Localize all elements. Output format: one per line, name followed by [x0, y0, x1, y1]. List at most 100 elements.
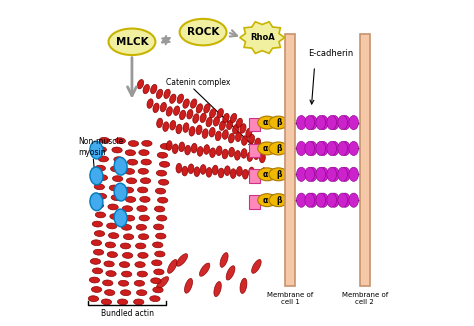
Text: Catenin complex: Catenin complex — [166, 78, 230, 87]
Ellipse shape — [266, 171, 273, 180]
Ellipse shape — [200, 263, 210, 276]
Ellipse shape — [140, 197, 150, 202]
Ellipse shape — [137, 290, 147, 296]
Text: Non-muscle
myosin: Non-muscle myosin — [79, 137, 124, 156]
Ellipse shape — [92, 268, 103, 274]
Ellipse shape — [327, 167, 337, 182]
Ellipse shape — [158, 179, 169, 185]
Ellipse shape — [90, 141, 103, 159]
Ellipse shape — [147, 99, 153, 108]
Ellipse shape — [173, 106, 180, 115]
Bar — [360, 34, 370, 286]
Ellipse shape — [135, 262, 145, 268]
Ellipse shape — [200, 113, 206, 123]
Ellipse shape — [316, 141, 326, 156]
Ellipse shape — [95, 165, 106, 171]
Ellipse shape — [120, 290, 131, 296]
Ellipse shape — [254, 150, 259, 159]
Ellipse shape — [163, 122, 169, 131]
Ellipse shape — [308, 193, 317, 207]
Ellipse shape — [98, 156, 109, 162]
Text: Membrane of
cell 2: Membrane of cell 2 — [342, 292, 388, 305]
Ellipse shape — [183, 123, 189, 132]
Ellipse shape — [327, 115, 337, 130]
Ellipse shape — [349, 167, 358, 182]
Ellipse shape — [214, 282, 221, 297]
Ellipse shape — [269, 116, 288, 129]
Ellipse shape — [108, 204, 118, 210]
Ellipse shape — [349, 193, 358, 207]
Ellipse shape — [152, 260, 162, 266]
Ellipse shape — [230, 113, 237, 123]
Ellipse shape — [97, 175, 108, 181]
Ellipse shape — [338, 115, 347, 130]
Ellipse shape — [319, 141, 328, 156]
Ellipse shape — [227, 120, 233, 130]
Ellipse shape — [136, 224, 146, 230]
Ellipse shape — [189, 126, 195, 136]
Ellipse shape — [296, 167, 306, 182]
Ellipse shape — [109, 29, 155, 55]
Ellipse shape — [155, 206, 165, 212]
Ellipse shape — [258, 116, 276, 129]
Ellipse shape — [222, 149, 228, 159]
Ellipse shape — [122, 253, 133, 258]
Text: E-cadherin: E-cadherin — [308, 49, 353, 58]
Ellipse shape — [204, 104, 210, 113]
Ellipse shape — [159, 161, 170, 167]
Ellipse shape — [90, 259, 100, 264]
Ellipse shape — [94, 230, 105, 236]
Ellipse shape — [139, 215, 149, 221]
Ellipse shape — [172, 144, 178, 154]
Ellipse shape — [153, 242, 163, 248]
Text: Bundled actin: Bundled actin — [100, 309, 154, 318]
Ellipse shape — [248, 167, 255, 177]
Ellipse shape — [107, 223, 117, 229]
Ellipse shape — [248, 134, 255, 144]
Ellipse shape — [241, 149, 247, 158]
Ellipse shape — [96, 193, 107, 199]
Ellipse shape — [90, 193, 103, 211]
Ellipse shape — [137, 271, 147, 277]
Ellipse shape — [137, 206, 147, 212]
Ellipse shape — [95, 212, 106, 218]
Ellipse shape — [96, 147, 107, 153]
Ellipse shape — [228, 133, 235, 143]
Ellipse shape — [340, 193, 350, 207]
Text: Membrane of
cell 1: Membrane of cell 1 — [267, 292, 313, 305]
Ellipse shape — [121, 224, 132, 230]
Ellipse shape — [137, 187, 148, 193]
Ellipse shape — [349, 141, 358, 156]
Ellipse shape — [156, 170, 167, 176]
Ellipse shape — [143, 84, 149, 94]
Ellipse shape — [210, 148, 216, 157]
Ellipse shape — [206, 117, 212, 127]
Ellipse shape — [170, 120, 176, 130]
Bar — [249, 170, 260, 183]
Ellipse shape — [107, 252, 118, 258]
Ellipse shape — [196, 104, 202, 113]
Ellipse shape — [338, 167, 347, 182]
Ellipse shape — [242, 136, 247, 145]
Ellipse shape — [104, 290, 115, 295]
Ellipse shape — [228, 147, 235, 157]
Ellipse shape — [151, 84, 157, 94]
Bar — [285, 34, 295, 286]
Ellipse shape — [180, 110, 186, 120]
Ellipse shape — [258, 142, 276, 155]
Ellipse shape — [223, 113, 229, 123]
Ellipse shape — [206, 168, 212, 177]
Ellipse shape — [319, 193, 328, 207]
Ellipse shape — [338, 193, 347, 207]
Ellipse shape — [139, 150, 149, 156]
Ellipse shape — [209, 127, 215, 137]
Ellipse shape — [119, 262, 130, 268]
Ellipse shape — [118, 280, 129, 286]
Ellipse shape — [110, 214, 120, 219]
Ellipse shape — [226, 266, 235, 280]
Ellipse shape — [230, 169, 236, 178]
Ellipse shape — [305, 167, 315, 182]
Ellipse shape — [99, 137, 109, 143]
Ellipse shape — [187, 110, 193, 119]
Ellipse shape — [118, 299, 128, 305]
